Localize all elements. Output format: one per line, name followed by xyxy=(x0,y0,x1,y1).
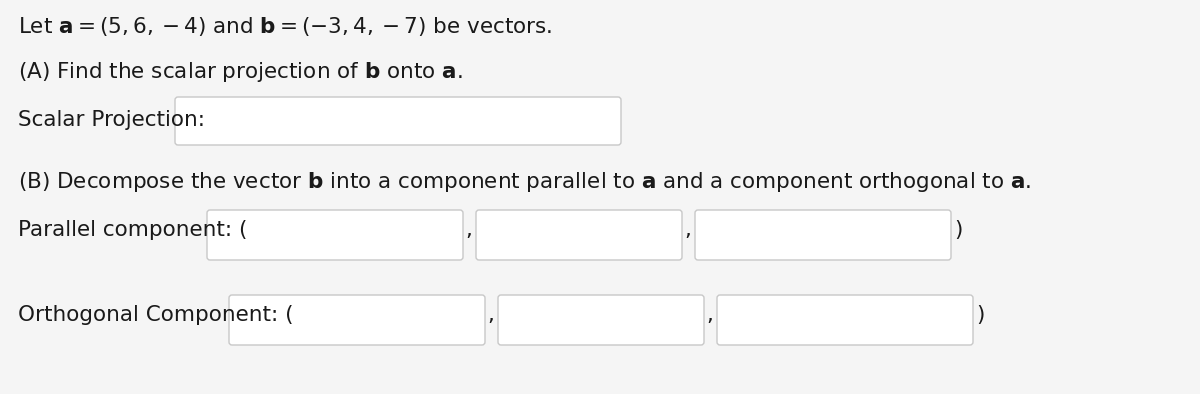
Text: ,: , xyxy=(487,305,494,325)
FancyBboxPatch shape xyxy=(476,210,682,260)
Text: ,: , xyxy=(684,220,691,240)
Text: (A) Find the scalar projection of $\mathbf{b}$ onto $\mathbf{a}$.: (A) Find the scalar projection of $\math… xyxy=(18,60,462,84)
FancyBboxPatch shape xyxy=(229,295,485,345)
FancyBboxPatch shape xyxy=(498,295,704,345)
FancyBboxPatch shape xyxy=(175,97,622,145)
Text: ,: , xyxy=(706,305,713,325)
FancyBboxPatch shape xyxy=(695,210,952,260)
Text: Scalar Projection:: Scalar Projection: xyxy=(18,110,205,130)
Text: (B) Decompose the vector $\mathbf{b}$ into a component parallel to $\mathbf{a}$ : (B) Decompose the vector $\mathbf{b}$ in… xyxy=(18,170,1031,194)
Text: Parallel component: (: Parallel component: ( xyxy=(18,220,247,240)
Text: ): ) xyxy=(976,305,984,325)
Text: ,: , xyxy=(466,220,472,240)
Text: Let $\mathbf{a} = (5, 6, -4)$ and $\mathbf{b} = (-3, 4, -7)$ be vectors.: Let $\mathbf{a} = (5, 6, -4)$ and $\math… xyxy=(18,15,552,38)
Text: Orthogonal Component: (: Orthogonal Component: ( xyxy=(18,305,294,325)
FancyBboxPatch shape xyxy=(718,295,973,345)
Text: ): ) xyxy=(954,220,962,240)
FancyBboxPatch shape xyxy=(208,210,463,260)
